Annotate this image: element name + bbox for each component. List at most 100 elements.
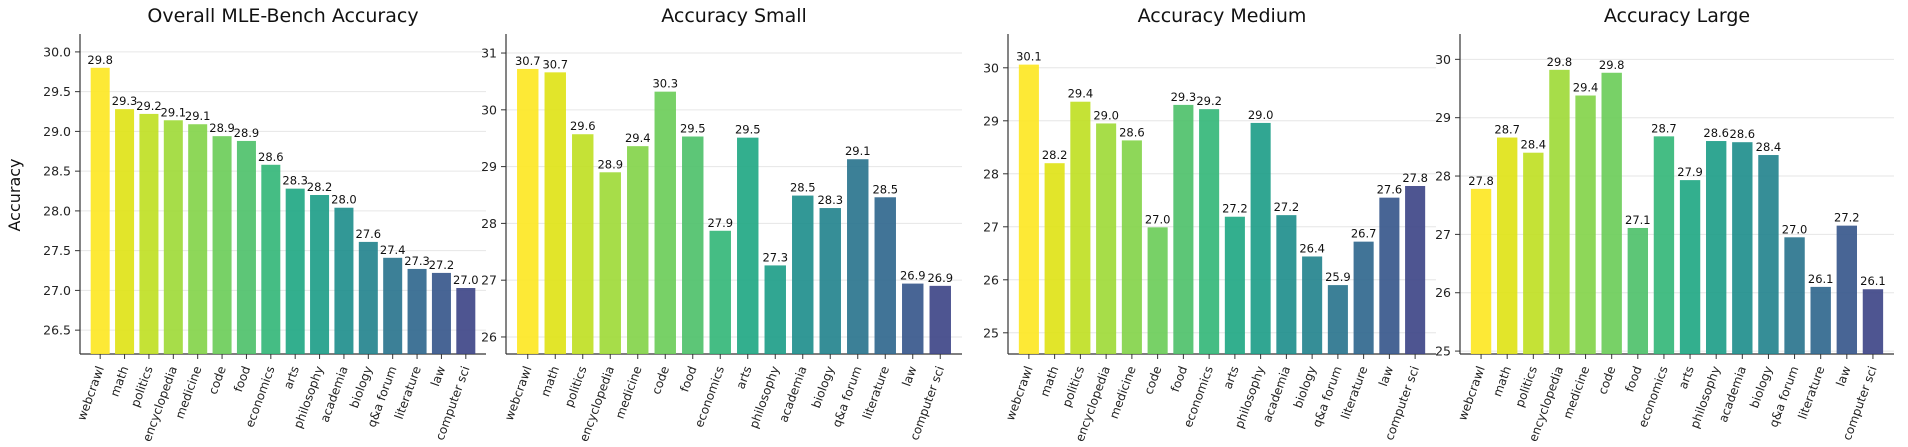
bar-code	[212, 136, 232, 354]
data-label: 29.0	[1093, 108, 1119, 122]
bar-politics	[572, 134, 594, 354]
data-label: 28.5	[790, 181, 816, 195]
y-axis-label: Accuracy	[5, 158, 24, 231]
y-tick-label: 27	[1435, 227, 1451, 242]
data-label: 27.0	[1782, 222, 1808, 236]
data-label: 28.2	[1042, 148, 1068, 162]
data-label: 27.2	[1834, 211, 1860, 225]
data-label: 29.8	[87, 53, 113, 67]
bar-philosophy	[1705, 141, 1727, 354]
data-label: 27.3	[762, 250, 788, 264]
x-tick-label: food	[231, 364, 253, 394]
x-tick-label: webcrawl	[1003, 364, 1036, 422]
chart-title: Accuracy Medium	[1138, 5, 1307, 27]
x-tick-label: code	[1595, 364, 1618, 396]
chart-title: Accuracy Large	[1604, 5, 1750, 27]
data-label: 28.6	[1119, 125, 1145, 139]
x-tick-label: literature	[860, 364, 892, 421]
y-tick-label: 25	[1435, 344, 1451, 359]
y-tick-label: 27	[983, 219, 999, 234]
data-label: 26.4	[1299, 241, 1325, 255]
bar-economics	[261, 164, 281, 354]
data-label: 29.1	[845, 144, 871, 158]
x-tick-label: medicine	[1560, 364, 1592, 420]
bar-literature	[1353, 241, 1374, 354]
bar-code	[1601, 72, 1622, 354]
bar-food	[236, 140, 256, 354]
data-label: 27.0	[1145, 212, 1171, 226]
y-tick-label: 26	[983, 272, 999, 287]
bar-economics	[709, 230, 731, 354]
data-label: 28.3	[282, 174, 308, 188]
y-tick-label: 29	[1435, 110, 1451, 125]
bar-food	[1627, 227, 1649, 354]
y-tick-label: 30	[481, 102, 497, 117]
data-label: 28.9	[597, 157, 623, 171]
chart-title: Accuracy Small	[661, 5, 807, 27]
bar-philosophy	[310, 195, 330, 354]
data-label: 28.6	[1730, 127, 1756, 141]
data-label: 28.7	[1494, 123, 1520, 137]
bar-philosophy	[1250, 122, 1271, 354]
bar-literature	[407, 268, 427, 354]
bar-academia	[334, 207, 354, 354]
bar-politics	[1070, 101, 1091, 354]
bar-math	[544, 72, 566, 354]
x-tick-label: webcrawl	[74, 364, 107, 422]
bar-biology	[1758, 155, 1779, 354]
bar-arts	[1224, 216, 1245, 354]
x-tick-label: arts	[733, 364, 754, 391]
y-tick-label: 28	[983, 166, 999, 181]
data-label: 29.4	[1068, 87, 1094, 101]
data-label: 30.1	[1016, 50, 1042, 64]
chart-panel-1: 26.5 27.0 27.5 28.0 28.5 29.0 29.5 30.0 29.8 webc…	[5, 5, 486, 444]
x-tick-label: politics	[128, 364, 156, 409]
bar-law	[1379, 197, 1400, 354]
bar-webcrawl	[1018, 64, 1039, 355]
data-label: 29.5	[735, 123, 761, 137]
y-tick-label: 26	[481, 329, 497, 344]
y-tick-label: 30	[983, 60, 999, 75]
data-label: 28.9	[234, 126, 260, 140]
bar-law	[1836, 225, 1858, 354]
x-tick-label: biology	[347, 364, 375, 410]
data-label: 28.5	[872, 182, 898, 196]
data-label: 29.3	[112, 94, 138, 108]
data-label: 29.6	[570, 119, 596, 133]
x-tick-label: webcrawl	[1455, 364, 1488, 422]
data-label: 28.2	[307, 180, 333, 194]
bar-academia	[1732, 142, 1753, 354]
data-label: 27.2	[429, 258, 455, 272]
x-tick-label: medicine	[613, 364, 645, 420]
data-label: 27.2	[1274, 200, 1300, 214]
x-tick-label: code	[649, 364, 672, 396]
bar-webcrawl	[517, 68, 539, 354]
bar-food	[682, 136, 704, 354]
x-tick-label: politics	[1059, 364, 1087, 409]
bar-computer-sci	[1862, 289, 1884, 354]
data-label: 27.8	[1402, 171, 1428, 185]
bar-biology	[819, 208, 841, 354]
bar-encyclopedia	[599, 172, 621, 354]
bar-philosophy	[764, 265, 786, 354]
data-label: 29.4	[625, 131, 651, 145]
bar-math	[115, 109, 135, 354]
data-label: 28.6	[1703, 126, 1729, 140]
bar-medicine	[627, 146, 649, 354]
bar-academia	[792, 195, 814, 354]
data-label: 27.6	[1377, 183, 1403, 197]
bar-computer-sci	[456, 288, 476, 354]
data-label: 29.3	[1171, 90, 1197, 104]
x-tick-label: biology	[1747, 364, 1775, 410]
bar-computer-sci	[929, 285, 951, 354]
bar-computer-sci	[1405, 185, 1426, 354]
y-tick-label: 29	[983, 113, 999, 128]
bar-webcrawl	[90, 67, 110, 355]
bar-code	[654, 91, 676, 355]
bar-q-a-forum	[1327, 285, 1348, 354]
y-tick-label: 29	[481, 159, 497, 174]
bar-politics	[139, 113, 159, 354]
chart-panel-3: 25 26 27 28 29 30 30.1 webcrawl 28.2 math 29.4 poli…	[983, 5, 1436, 444]
x-tick-label: food	[1168, 364, 1190, 394]
